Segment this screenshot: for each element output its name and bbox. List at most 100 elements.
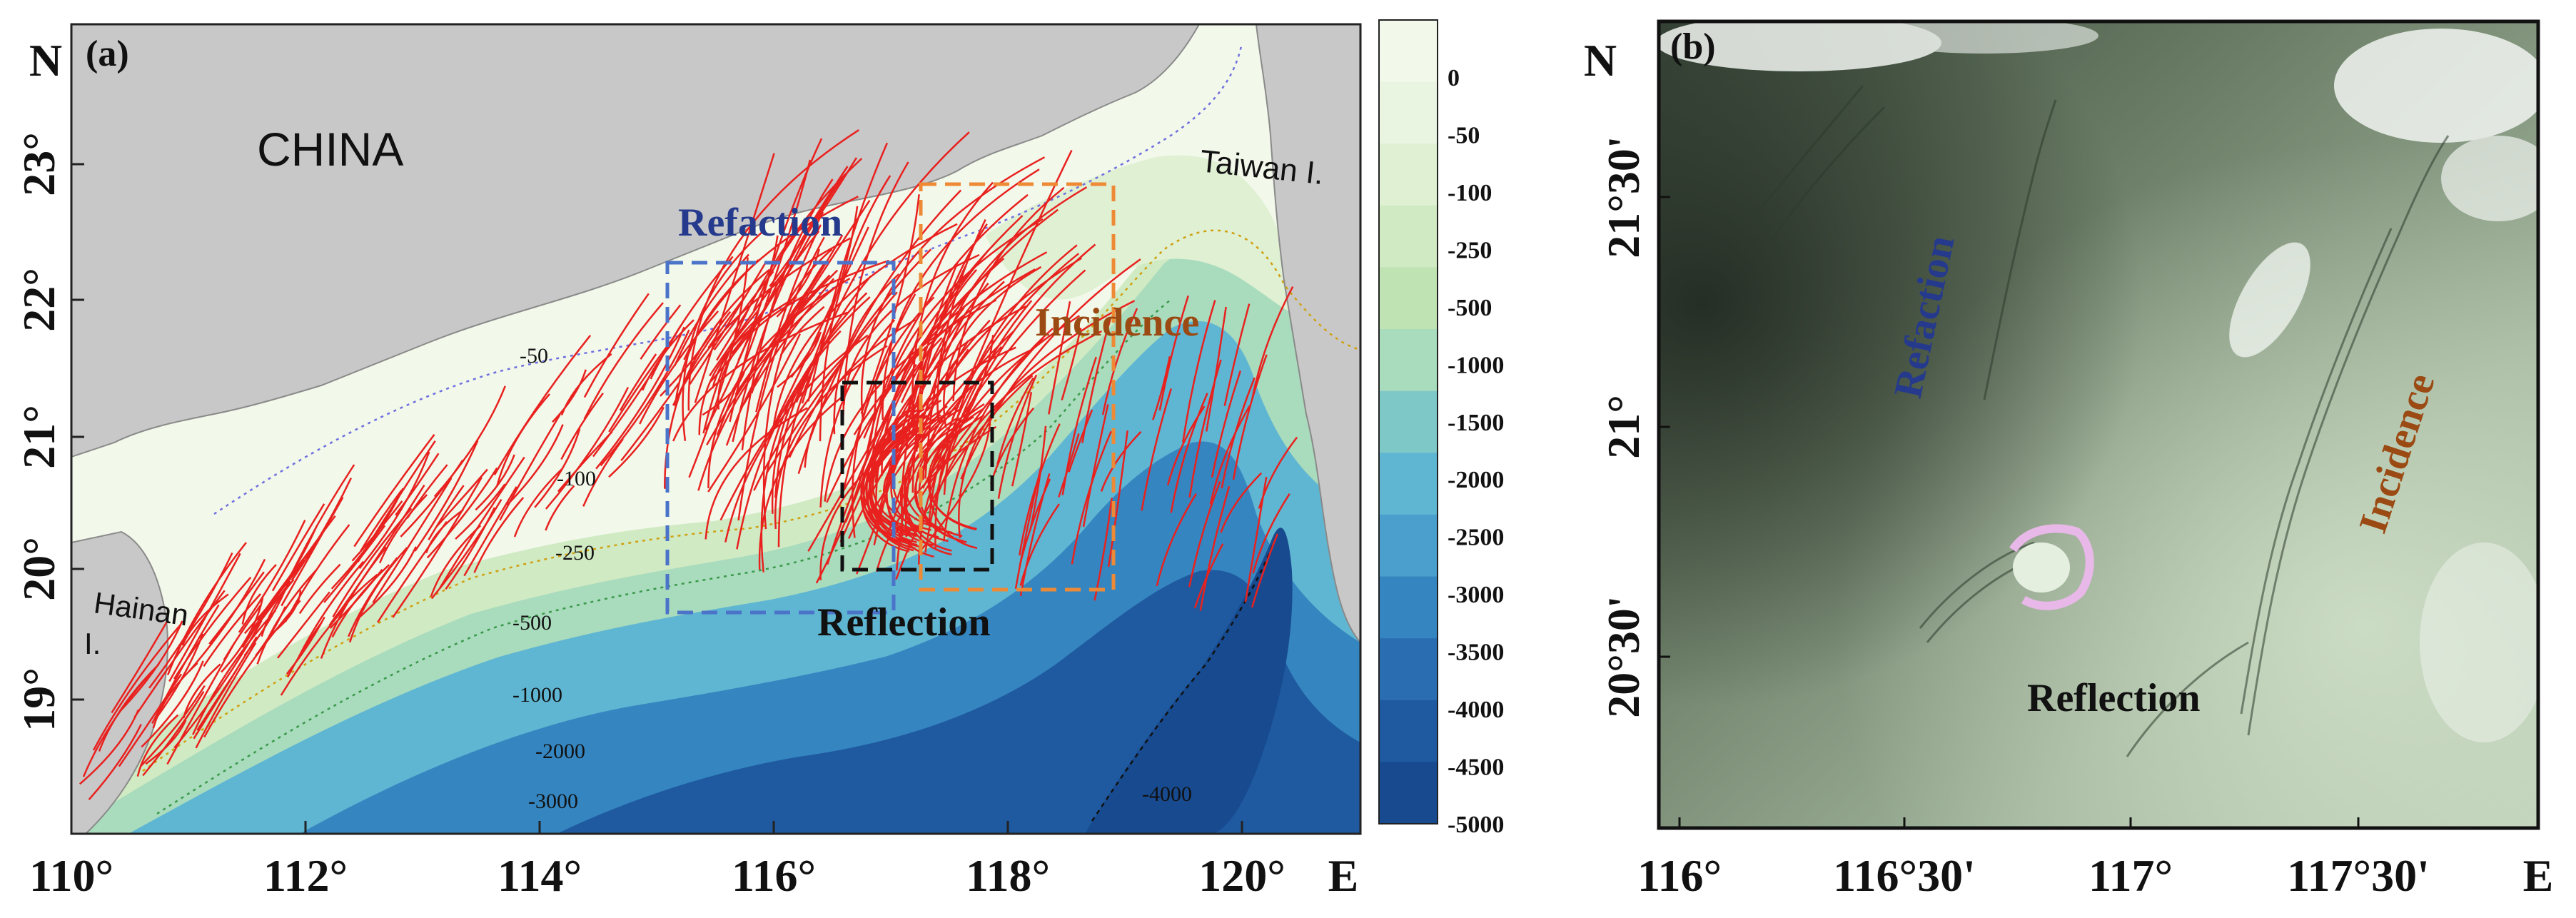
wave-crest [323,525,386,603]
wave-crest [688,257,749,478]
colorbar-level-label: -100 [1448,180,1492,206]
wave-crest [118,673,183,767]
contour-label: -2000 [535,740,585,763]
wave-crest [435,468,488,528]
contour-50 [213,42,1243,515]
colorbar-level-label: -1500 [1448,410,1504,436]
wave-crest [277,591,330,659]
taiwan-landmass [1255,24,1360,644]
wave-crest [674,196,859,407]
colorbar-swatch [1379,514,1438,577]
wave-crest [824,299,997,502]
wave-crest [426,467,498,559]
wave-crest [1019,473,1051,597]
wave-crest [895,375,1034,580]
wave-crest [687,129,859,411]
wave-crest [284,524,350,622]
colorbar-labels: 0 -50 -100 -250 -500 -1000 -1500 -2000 -2500 -300… [1448,65,1504,838]
wave-crest [473,497,525,573]
contour-labels: -50 -100 -250 -500 -1000 -2000 -3000 -40… [512,344,1192,813]
wave-crest [1244,476,1268,602]
depth-colorbar: 0 -50 -100 -250 -500 -1000 -1500 -2000 -2500 -300… [1378,19,1504,838]
wave-crest [1156,493,1197,587]
wave-crest [682,231,763,441]
wave-crest [1061,328,1082,400]
wave-crest [716,159,812,436]
wave-crest [392,477,483,618]
colorbar-level-label: -4000 [1448,697,1504,723]
colorbar-swatch [1379,638,1438,701]
colorbar-level-label: -3500 [1448,640,1504,666]
wave-crest [600,329,690,467]
panel-a-map: -50 -100 -250 -500 -1000 -2000 -3000 -40… [14,23,1362,901]
y-tick-label: 23° [14,132,64,196]
reflection-label: Reflection [817,600,991,645]
wave-crest [92,623,182,751]
refraction-box [665,261,896,615]
wave-crest [463,486,517,577]
colorbar-level-label: -1000 [1448,352,1504,378]
y-tick-label: 21°30' [1598,136,1649,258]
wave-crest [358,451,430,570]
wave-crest [88,724,142,800]
panel-b-satellite: (b) Refaction Incidence Reflection 116° … [1584,19,2553,901]
contour-label: -1000 [512,683,562,707]
colorbar-level-label: -2500 [1448,525,1504,551]
wave-crest [842,161,909,420]
colorbar-swatch [1379,267,1438,330]
wave-crest [1211,370,1241,478]
wave-crest [499,413,561,521]
wave-crest [136,714,179,777]
wave-crest [348,557,398,637]
north-label: N [29,35,62,86]
wave-crest [698,296,797,435]
wave-crest [779,306,825,356]
colorbar-swatch [1379,20,1438,83]
incidence-box [919,182,1116,592]
wave-crest [1251,533,1279,608]
wave-crest [640,304,682,360]
colorbar-level-label: -50 [1448,122,1480,148]
wave-crest [1100,430,1142,492]
wave-crest [847,319,991,540]
x-tick-label: 118° [966,850,1050,901]
wave-crest [737,236,825,521]
wave-crest [1058,433,1080,498]
wave-crest [689,261,767,385]
wave-crest [742,278,835,405]
wave-crest [257,551,310,621]
wave-crest [428,485,465,540]
colorbar-level-label: -3000 [1448,582,1504,608]
wave-crest [639,310,719,425]
wave-crest [1048,301,1071,415]
wave-crest [1188,359,1222,498]
wave-crest [378,494,428,564]
wave-crest [1152,356,1171,420]
wave-crest [707,299,744,349]
reflection-label-b: Reflection [2027,676,2201,720]
wave-crest [774,292,868,498]
wave-crest [707,333,801,493]
contour-label: -250 [555,541,595,565]
depth-band-deep [1085,528,1293,834]
reflection-box [840,380,994,572]
wave-crest [255,606,286,657]
wave-crest [414,440,479,552]
wave-crest [141,660,204,748]
wave-crest [583,302,664,420]
wave-crest [1166,405,1206,485]
wave-crest [926,335,994,480]
contour-label: -100 [557,467,596,490]
wave-crest [927,408,984,531]
wave-crest [804,318,916,468]
wave-crest [873,262,959,545]
wave-crest [755,224,822,413]
contour-label: -500 [512,611,552,635]
wave-crest [860,194,920,414]
wave-crest [595,326,685,470]
wave-crest [875,425,997,573]
internal-wave-crests [79,129,1298,800]
wave-crest [1199,485,1231,611]
wave-crest [732,174,846,443]
contour-250 [142,229,1360,772]
